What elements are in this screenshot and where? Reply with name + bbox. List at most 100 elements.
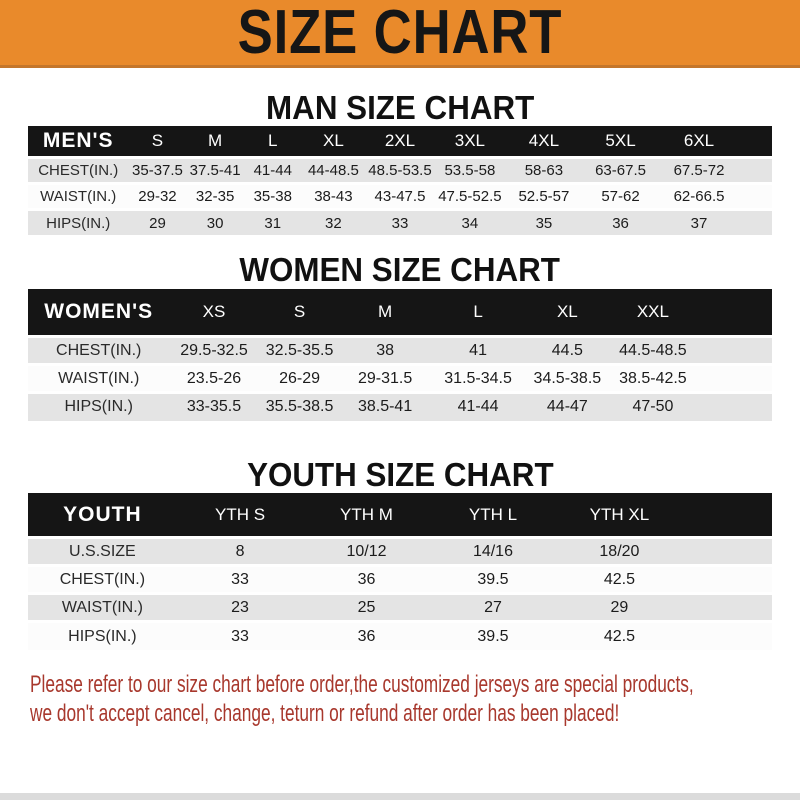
- size-value-cell: 25: [303, 592, 430, 622]
- size-value-cell: 53.5-58: [434, 155, 505, 184]
- size-value-cell: 35-38: [243, 181, 302, 210]
- table-row: HIPS(IN.) 33 36 39.5 42.5: [28, 620, 772, 650]
- size-value-cell: 36: [303, 620, 430, 650]
- row-label: CHEST(IN.): [28, 564, 177, 594]
- size-value-cell: 36: [582, 207, 659, 236]
- size-column-header: M: [208, 131, 223, 151]
- spacer-cell: [739, 207, 772, 236]
- size-value-cell: 48.5-53.5: [365, 155, 435, 184]
- row-label: WAIST(IN.): [28, 363, 170, 393]
- size-value-cell: 35: [504, 207, 583, 236]
- size-value-cell: 57-62: [582, 181, 659, 210]
- size-value-cell: 47-50: [608, 391, 698, 421]
- size-value-cell: 42.5: [556, 564, 683, 594]
- spacer-cell: [740, 126, 772, 157]
- size-value-cell: 32.5-35.5: [258, 335, 341, 365]
- order-policy-line-1: Please refer to our size chart before or…: [30, 670, 694, 698]
- size-value-cell: 29-31.5: [340, 363, 430, 393]
- spacer-cell: [697, 335, 772, 365]
- size-value-cell: 41-44: [243, 155, 302, 184]
- row-label: HIPS(IN.): [28, 391, 170, 421]
- spacer-cell: [739, 181, 772, 210]
- order-policy-note: Please refer to our size chart before or…: [30, 670, 800, 728]
- youth-section-heading: YOUTH SIZE CHART: [0, 456, 800, 493]
- table-row: WAIST(IN.) 29-32 32-35 35-38 38-43 43-47.5 47.…: [28, 181, 772, 210]
- women-section-heading: WOMEN SIZE CHART: [0, 251, 800, 289]
- size-value-cell: 33: [176, 620, 304, 650]
- size-value-cell: 44.5-48.5: [608, 335, 698, 365]
- table-header-row: YOUTH YTH S YTH M YTH L YTH XL: [28, 492, 772, 538]
- size-column-header: 4XL: [528, 131, 560, 151]
- man-section-heading: MAN SIZE CHART: [0, 89, 800, 126]
- size-value-cell: 38-43: [301, 181, 366, 210]
- table-row: CHEST(IN.) 33 36 39.5 42.5: [28, 564, 772, 594]
- size-value-cell: 44.5: [526, 335, 609, 365]
- spacer-cell: [682, 536, 772, 566]
- order-policy-line-2: we don't accept cancel, change, teturn o…: [30, 699, 620, 727]
- size-value-cell: 37: [658, 207, 740, 236]
- size-column-header: YTH L: [468, 504, 518, 524]
- size-value-cell: 8: [176, 536, 304, 566]
- row-label: WAIST(IN.): [28, 181, 129, 210]
- size-column-header: YTH S: [215, 504, 266, 524]
- size-value-cell: 41: [429, 335, 527, 365]
- table-row: HIPS(IN.) 33-35.5 35.5-38.5 38.5-41 41-44 44-…: [28, 391, 772, 421]
- size-column-header: 2XL: [384, 131, 416, 151]
- table-row: CHEST(IN.) 29.5-32.5 32.5-35.5 38 41 44.5 44.5…: [28, 335, 772, 365]
- bottom-edge-strip: [0, 793, 800, 800]
- size-column-header: XL: [556, 301, 578, 321]
- table-row: U.S.SIZE 8 10/12 14/16 18/20: [28, 536, 772, 566]
- size-column-header: M: [378, 301, 393, 321]
- mens-size-table: MEN'S S M L XL 2XL 3XL 4XL 5XL 6XL CHEST(IN.) 35-3…: [28, 126, 772, 236]
- size-value-cell: 67.5-72: [658, 155, 740, 184]
- size-column-header: YTH XL: [589, 504, 650, 524]
- table-title-cell: YOUTH: [63, 502, 142, 526]
- size-value-cell: 27: [429, 592, 557, 622]
- row-label: HIPS(IN.): [28, 620, 177, 650]
- table-row: WAIST(IN.) 23.5-26 26-29 29-31.5 31.5-34.5 34…: [28, 363, 772, 393]
- size-value-cell: 29-32: [128, 181, 187, 210]
- womens-size-table: WOMEN'S XS S M L XL XXL CHEST(IN.) 29.5-32.5 32.…: [28, 288, 772, 421]
- size-value-cell: 63-67.5: [582, 155, 659, 184]
- size-column-header: S: [293, 301, 306, 321]
- size-column-header: L: [473, 301, 483, 321]
- size-value-cell: 29.5-32.5: [169, 335, 259, 365]
- spacer-cell: [683, 493, 772, 538]
- size-value-cell: 31: [243, 207, 302, 236]
- size-value-cell: 30: [186, 207, 244, 236]
- spacer-cell: [697, 363, 772, 393]
- size-value-cell: 35.5-38.5: [258, 391, 341, 421]
- size-column-header: 6XL: [683, 131, 715, 151]
- size-value-cell: 42.5: [556, 620, 683, 650]
- table-row: WAIST(IN.) 23 25 27 29: [28, 592, 772, 622]
- table-row: HIPS(IN.) 29 30 31 32 33 34 35 36 37: [28, 207, 772, 236]
- size-value-cell: 18/20: [556, 536, 683, 566]
- table-header-row: MEN'S S M L XL 2XL 3XL 4XL 5XL 6XL: [28, 126, 772, 158]
- size-value-cell: 29: [556, 592, 683, 622]
- size-value-cell: 14/16: [429, 536, 557, 566]
- size-column-header: XL: [323, 131, 344, 151]
- size-column-header: 3XL: [454, 131, 486, 151]
- size-column-header: S: [151, 131, 164, 151]
- spacer-cell: [697, 391, 772, 421]
- size-value-cell: 29: [128, 207, 187, 236]
- youth-size-table: YOUTH YTH S YTH M YTH L YTH XL U.S.SIZE 8 10/1…: [28, 492, 772, 650]
- size-column-header: XS: [202, 301, 226, 321]
- size-value-cell: 39.5: [429, 564, 557, 594]
- banner: SIZE CHART: [0, 0, 800, 68]
- size-column-header: YTH M: [340, 504, 393, 524]
- size-column-header: 5XL: [605, 131, 636, 151]
- row-label: HIPS(IN.): [28, 207, 129, 236]
- size-value-cell: 37.5-41: [186, 155, 244, 184]
- size-value-cell: 33-35.5: [169, 391, 259, 421]
- women-section-heading-text: WOMEN SIZE CHART: [239, 251, 561, 289]
- size-value-cell: 52.5-57: [504, 181, 583, 210]
- size-value-cell: 32: [301, 207, 366, 236]
- table-title-cell: MEN'S: [42, 129, 114, 153]
- spacer-cell: [739, 155, 772, 184]
- spacer-cell: [698, 289, 772, 337]
- size-value-cell: 34: [434, 207, 505, 236]
- size-value-cell: 38.5-42.5: [608, 363, 698, 393]
- size-value-cell: 47.5-52.5: [434, 181, 505, 210]
- row-label: CHEST(IN.): [28, 155, 129, 184]
